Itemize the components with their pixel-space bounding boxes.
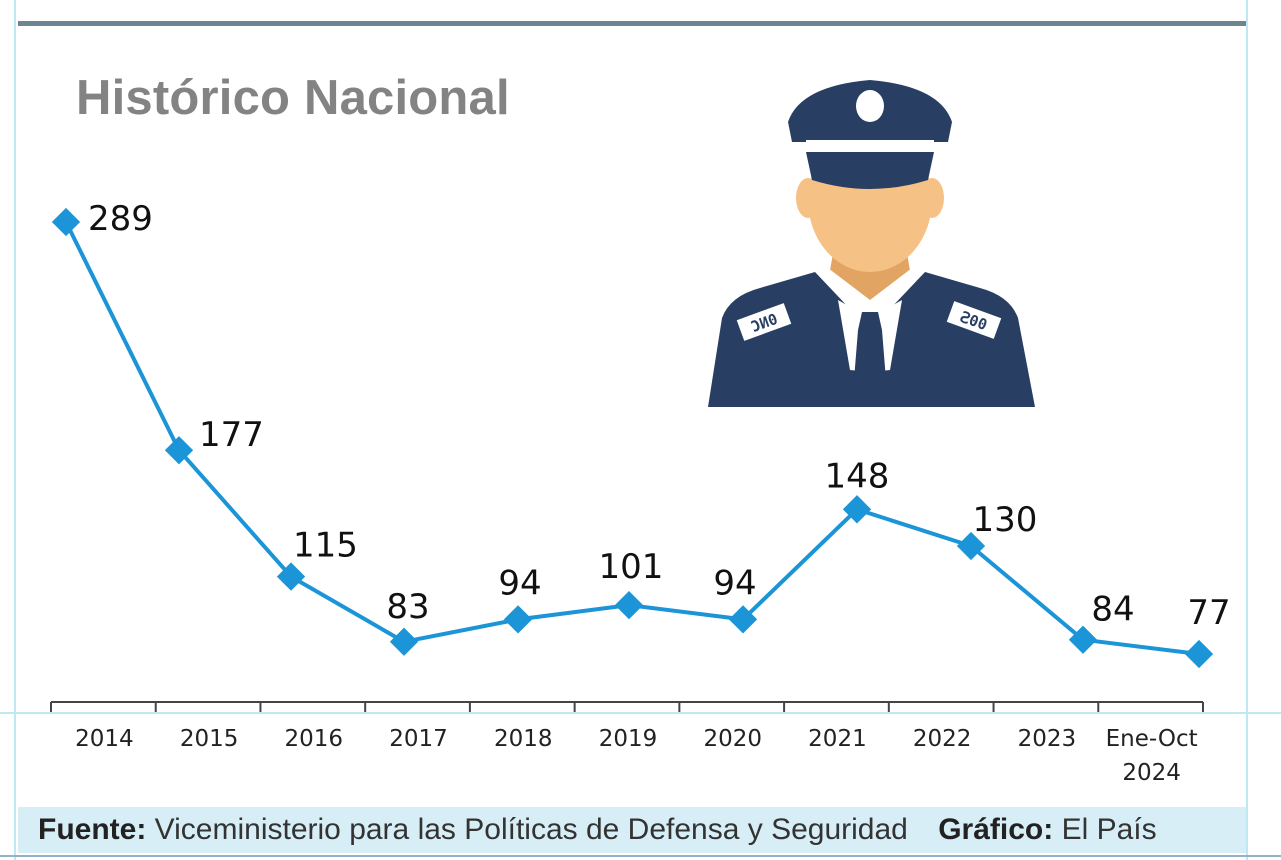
data-point-2021 — [842, 495, 872, 524]
data-point-ene-oct-2024 — [1184, 639, 1214, 669]
source-value: Viceministerio para las Políticas de Def… — [154, 813, 908, 846]
data-label: 289 — [88, 199, 153, 239]
data-point-2017 — [389, 627, 419, 656]
data-point-2018 — [503, 605, 533, 634]
top-rule — [18, 21, 1246, 26]
x-tick-label: 2024 — [1122, 760, 1181, 786]
data-label: 94 — [498, 563, 541, 603]
x-tick-label: 2022 — [913, 726, 972, 752]
data-point-2023 — [1068, 625, 1098, 654]
source-footer: Fuente: Viceministerio para las Política… — [38, 813, 1157, 847]
x-tick-label: 2018 — [494, 726, 553, 752]
data-label: 148 — [825, 456, 890, 496]
x-tick-label: Ene-Oct — [1106, 726, 1198, 752]
guide-line-right — [1246, 0, 1248, 860]
data-label: 83 — [386, 587, 429, 627]
chart-title: Histórico Nacional — [76, 71, 510, 125]
data-point-2022 — [956, 531, 986, 561]
x-tick-label: 2014 — [75, 726, 134, 752]
data-point-2015 — [164, 436, 194, 465]
data-label: 94 — [713, 563, 756, 603]
guide-line-left — [14, 0, 16, 860]
data-point-2019 — [614, 590, 644, 620]
data-labels: 289 177 115 83 94 101 94 148 130 84 77 — [88, 199, 1231, 633]
x-tick-label: 2015 — [180, 726, 239, 752]
x-axis — [50, 701, 1204, 712]
x-tick-label: 2023 — [1018, 726, 1077, 752]
source-label: Fuente: — [38, 813, 147, 846]
credit-value: El País — [1061, 813, 1157, 846]
x-tick-label: 2020 — [703, 726, 762, 752]
data-label: 130 — [973, 500, 1038, 540]
data-point-2016 — [276, 562, 306, 591]
data-label: 101 — [599, 547, 664, 587]
police-officer-icon: ƆИ0 Ꙅ00 — [708, 80, 1035, 407]
data-label: 84 — [1091, 590, 1134, 630]
x-tick-label: 2016 — [285, 726, 344, 752]
data-label: 77 — [1187, 593, 1230, 633]
source-footer-band — [18, 807, 1246, 853]
guide-line-bottom — [0, 712, 1281, 714]
data-label: 115 — [293, 526, 358, 566]
x-tick-label: 2019 — [599, 726, 658, 752]
data-markers — [51, 207, 1214, 669]
data-label: 177 — [199, 415, 264, 455]
credit-label: Gráfico: — [938, 813, 1054, 846]
x-tick-labels: 2014 2015 2016 2017 2018 2019 2020 2021 2022 2023… — [75, 726, 1198, 786]
data-point-2014 — [51, 207, 81, 237]
bottom-rule — [0, 855, 1281, 857]
x-tick-label: 2021 — [808, 726, 867, 752]
x-tick-label: 2017 — [389, 726, 448, 752]
